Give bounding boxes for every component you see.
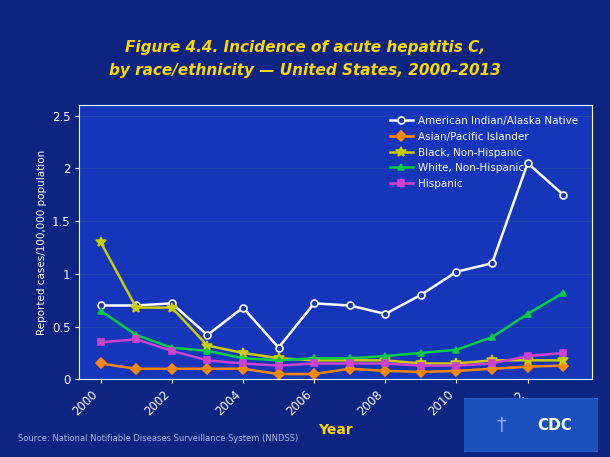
White, Non-Hispanic <box>275 357 282 363</box>
American Indian/Alaska Native <box>310 301 318 306</box>
Asian/Pacific Islander <box>417 369 425 375</box>
Hispanic <box>453 363 460 368</box>
Black, Non-Hispanic <box>132 305 140 310</box>
White, Non-Hispanic <box>524 311 531 317</box>
Line: Black, Non-Hispanic: Black, Non-Hispanic <box>96 237 568 368</box>
Hispanic <box>559 350 567 356</box>
Black, Non-Hispanic <box>524 357 531 363</box>
Black, Non-Hispanic <box>489 357 496 363</box>
Hispanic <box>204 357 211 363</box>
Line: Hispanic: Hispanic <box>97 336 567 369</box>
American Indian/Alaska Native <box>453 269 460 275</box>
Hispanic <box>346 361 353 366</box>
Asian/Pacific Islander <box>310 371 318 377</box>
Asian/Pacific Islander <box>489 366 496 372</box>
Asian/Pacific Islander <box>132 366 140 372</box>
Black, Non-Hispanic <box>239 350 246 356</box>
Line: Asian/Pacific Islander: Asian/Pacific Islander <box>97 360 567 377</box>
White, Non-Hispanic <box>382 353 389 359</box>
Text: †: † <box>497 415 506 435</box>
American Indian/Alaska Native <box>239 305 246 310</box>
Asian/Pacific Islander <box>97 361 104 366</box>
Asian/Pacific Islander <box>168 366 176 372</box>
Text: Source: National Notifiable Diseases Surveillance System (NNDSS): Source: National Notifiable Diseases Sur… <box>18 434 298 443</box>
Legend: American Indian/Alaska Native, Asian/Pacific Islander, Black, Non-Hispanic, Whit: American Indian/Alaska Native, Asian/Pac… <box>387 113 581 192</box>
Hispanic <box>168 348 176 354</box>
Text: by race/ethnicity — United States, 2000–2013: by race/ethnicity — United States, 2000–… <box>109 64 501 78</box>
Asian/Pacific Islander <box>382 368 389 374</box>
Black, Non-Hispanic <box>275 356 282 361</box>
Hispanic <box>382 361 389 366</box>
White, Non-Hispanic <box>132 332 140 338</box>
Black, Non-Hispanic <box>168 305 176 310</box>
American Indian/Alaska Native <box>132 303 140 308</box>
American Indian/Alaska Native <box>204 332 211 338</box>
Black, Non-Hispanic <box>453 361 460 366</box>
Black, Non-Hispanic <box>559 357 567 363</box>
Asian/Pacific Islander <box>239 366 246 372</box>
American Indian/Alaska Native <box>524 160 531 166</box>
Asian/Pacific Islander <box>275 371 282 377</box>
American Indian/Alaska Native <box>346 303 353 308</box>
Hispanic <box>310 361 318 366</box>
White, Non-Hispanic <box>489 335 496 340</box>
American Indian/Alaska Native <box>97 303 104 308</box>
American Indian/Alaska Native <box>489 260 496 266</box>
White, Non-Hispanic <box>346 356 353 361</box>
White, Non-Hispanic <box>310 356 318 361</box>
Hispanic <box>275 363 282 368</box>
White, Non-Hispanic <box>417 350 425 356</box>
Asian/Pacific Islander <box>346 366 353 372</box>
Y-axis label: Reported cases/100,000 population: Reported cases/100,000 population <box>37 149 48 335</box>
White, Non-Hispanic <box>453 347 460 352</box>
Black, Non-Hispanic <box>382 357 389 363</box>
Asian/Pacific Islander <box>524 364 531 369</box>
Line: White, Non-Hispanic: White, Non-Hispanic <box>97 289 567 364</box>
American Indian/Alaska Native <box>275 345 282 351</box>
Black, Non-Hispanic <box>97 239 104 245</box>
Asian/Pacific Islander <box>559 363 567 368</box>
Asian/Pacific Islander <box>453 368 460 374</box>
American Indian/Alaska Native <box>559 192 567 197</box>
White, Non-Hispanic <box>204 348 211 354</box>
X-axis label: Year: Year <box>318 423 353 437</box>
White, Non-Hispanic <box>559 290 567 296</box>
Black, Non-Hispanic <box>417 361 425 366</box>
Hispanic <box>417 363 425 368</box>
Hispanic <box>132 336 140 342</box>
Hispanic <box>239 361 246 366</box>
White, Non-Hispanic <box>97 308 104 314</box>
American Indian/Alaska Native <box>382 311 389 317</box>
Hispanic <box>97 340 104 345</box>
Asian/Pacific Islander <box>204 366 211 372</box>
Text: Figure 4.4. Incidence of acute hepatitis C,: Figure 4.4. Incidence of acute hepatitis… <box>125 41 485 55</box>
Black, Non-Hispanic <box>204 343 211 348</box>
White, Non-Hispanic <box>168 345 176 351</box>
American Indian/Alaska Native <box>168 301 176 306</box>
American Indian/Alaska Native <box>417 292 425 298</box>
Black, Non-Hispanic <box>346 357 353 363</box>
FancyBboxPatch shape <box>461 398 600 452</box>
Line: American Indian/Alaska Native: American Indian/Alaska Native <box>97 159 567 351</box>
Black, Non-Hispanic <box>310 357 318 363</box>
Hispanic <box>524 353 531 359</box>
Hispanic <box>489 361 496 366</box>
White, Non-Hispanic <box>239 356 246 361</box>
Text: CDC: CDC <box>537 418 572 432</box>
